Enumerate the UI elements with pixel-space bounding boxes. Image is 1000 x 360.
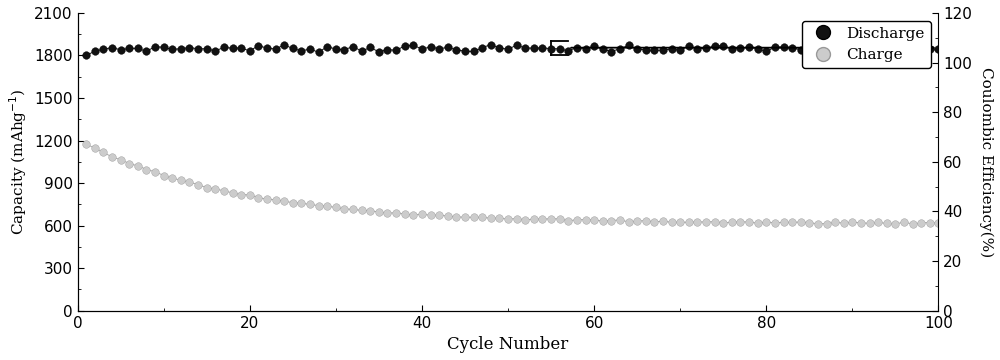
- Legend: Discharge, Charge: Discharge, Charge: [802, 21, 931, 68]
- Y-axis label: Capacity (mAhg$^{-1}$): Capacity (mAhg$^{-1}$): [7, 89, 29, 235]
- Y-axis label: Coulombic Efficiency(%): Coulombic Efficiency(%): [979, 67, 993, 257]
- X-axis label: Cycle Number: Cycle Number: [447, 336, 569, 353]
